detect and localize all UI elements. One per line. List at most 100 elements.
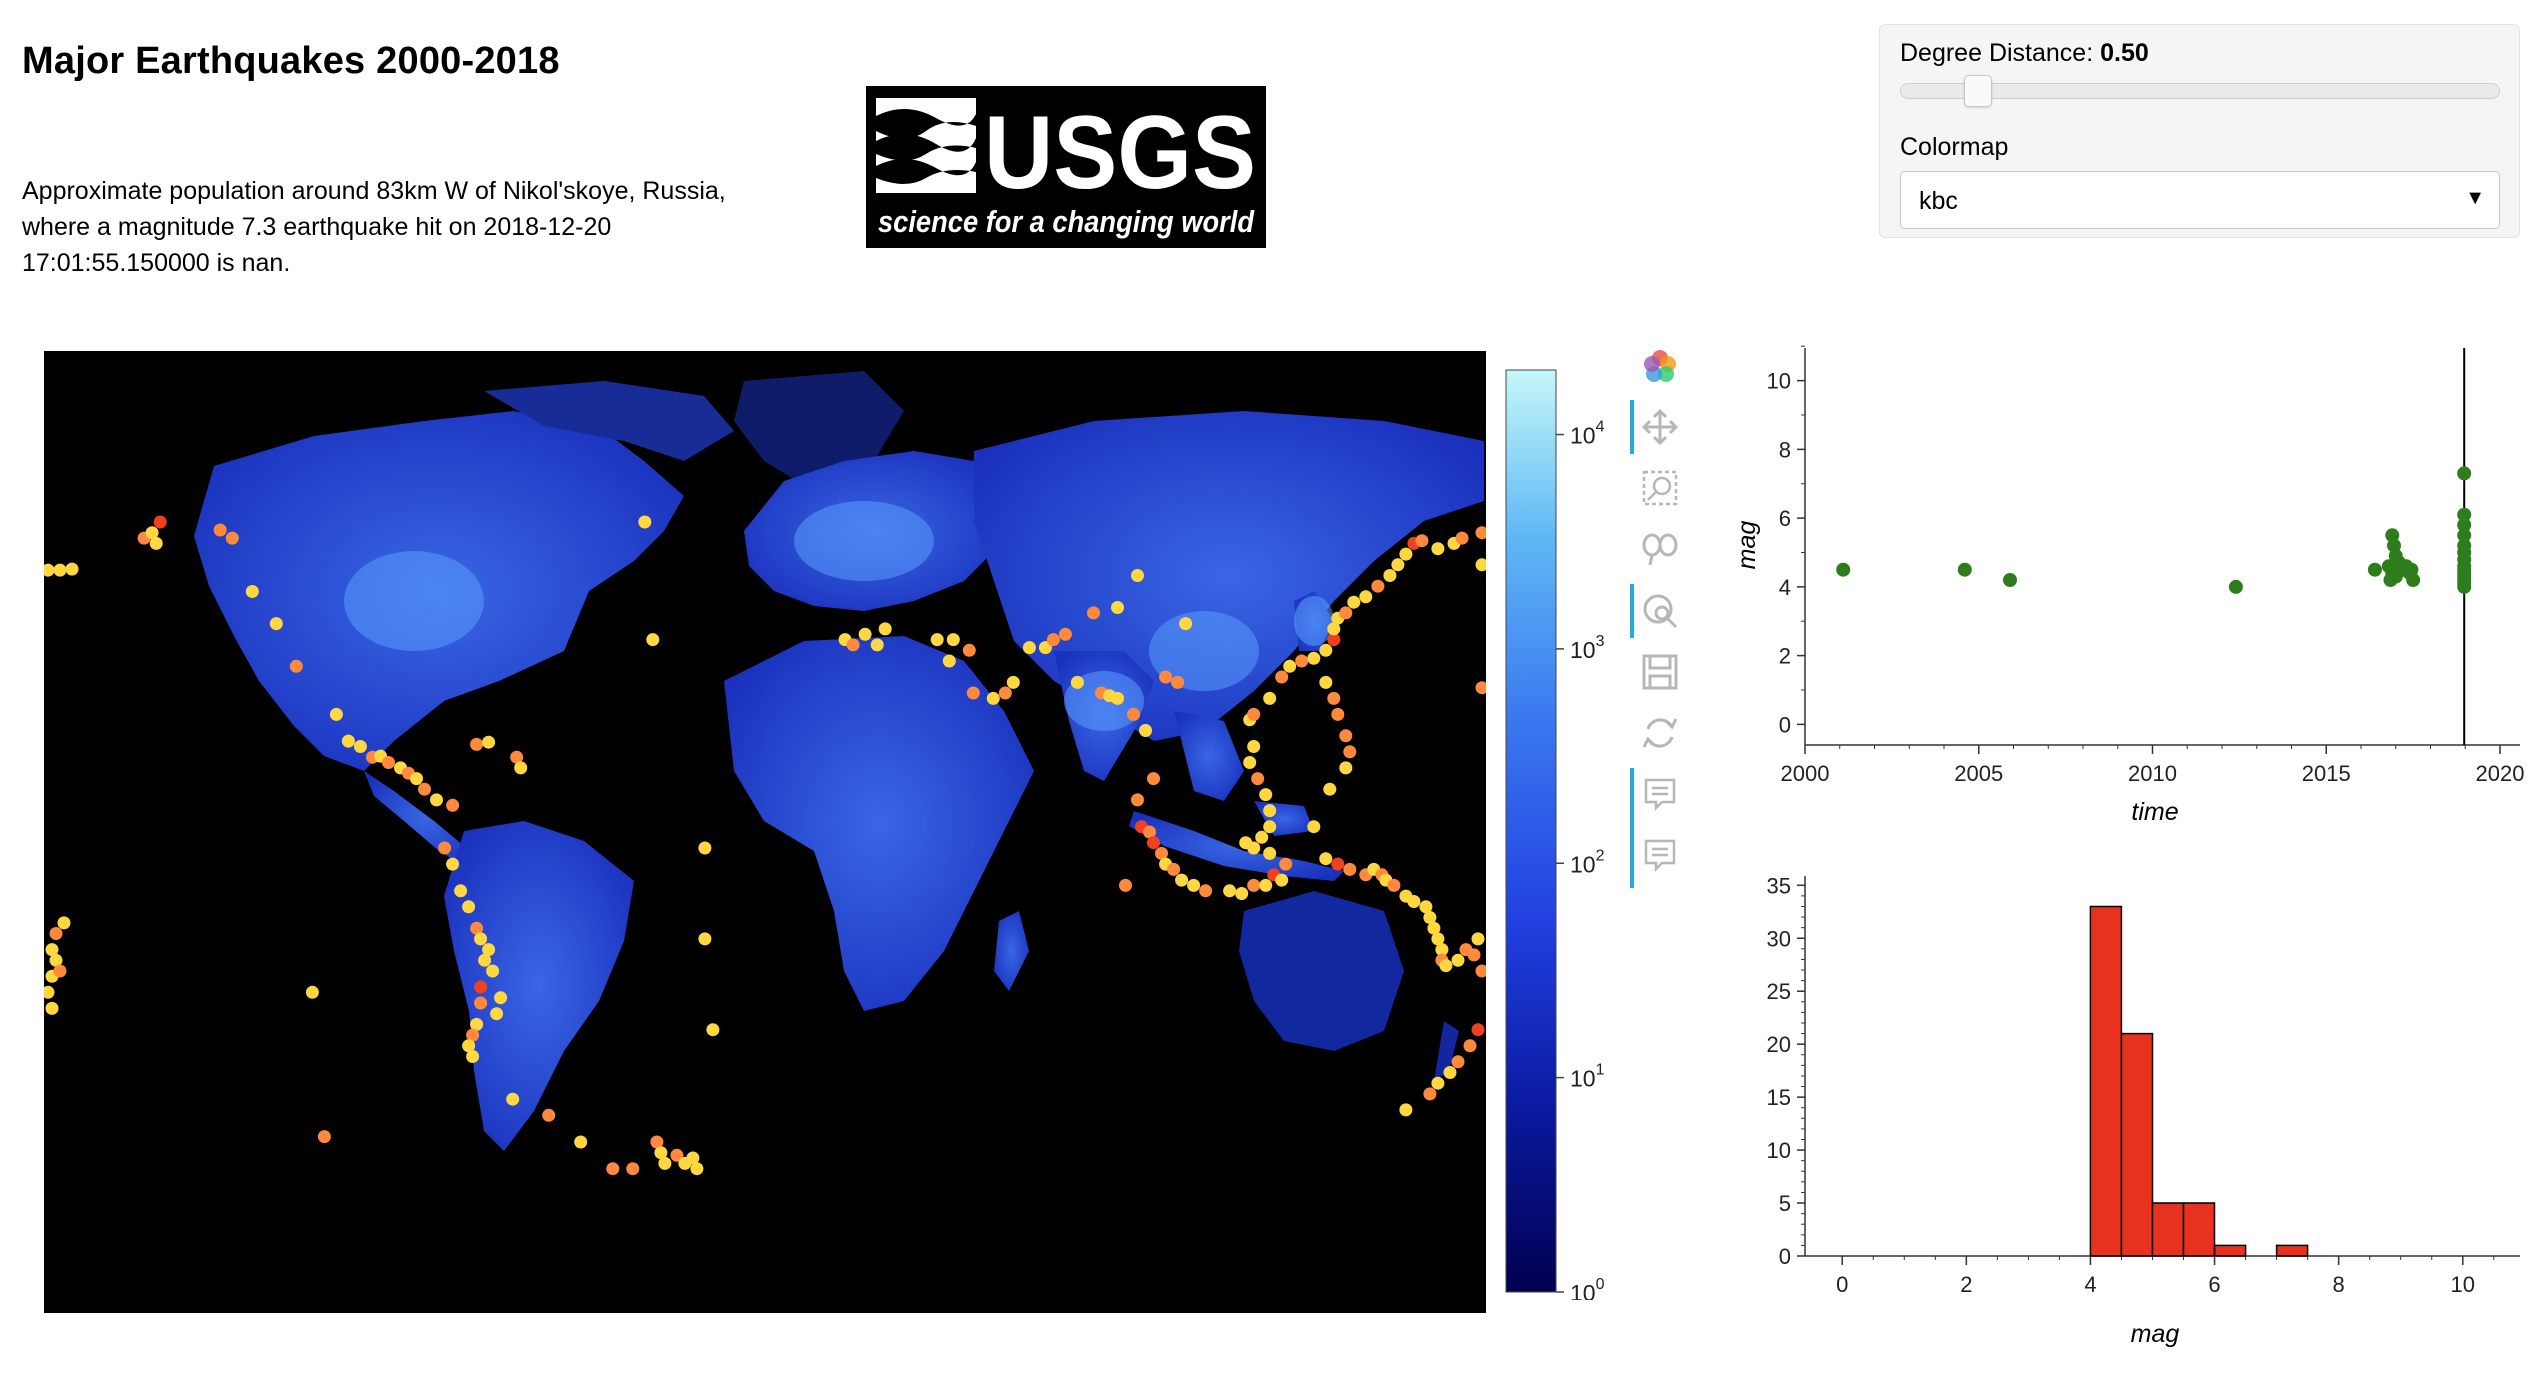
earthquake-marker[interactable]: [1247, 707, 1261, 721]
bokeh-logo-icon[interactable]: [1620, 340, 1700, 392]
scatter-point[interactable]: [2388, 569, 2403, 584]
earthquake-marker[interactable]: [542, 1108, 556, 1122]
earthquake-marker[interactable]: [1431, 932, 1445, 946]
earthquake-marker[interactable]: [1451, 1055, 1465, 1069]
earthquake-marker[interactable]: [1339, 606, 1353, 620]
histogram-bar[interactable]: [2089, 905, 2123, 1257]
earthquake-marker[interactable]: [49, 927, 63, 940]
scatter-point[interactable]: [2406, 573, 2421, 587]
earthquake-marker[interactable]: [430, 793, 443, 807]
earthquake-marker[interactable]: [329, 707, 343, 721]
earthquake-marker[interactable]: [1251, 772, 1265, 786]
earthquake-marker[interactable]: [1175, 873, 1189, 887]
earthquake-marker[interactable]: [846, 638, 860, 652]
earthquake-marker[interactable]: [145, 526, 159, 540]
earthquake-marker[interactable]: [650, 1135, 664, 1149]
earthquake-marker[interactable]: [474, 996, 488, 1010]
earthquake-marker[interactable]: [1475, 526, 1487, 540]
earthquake-marker[interactable]: [466, 1050, 480, 1063]
earthquake-marker[interactable]: [1022, 641, 1036, 655]
earthquake-marker[interactable]: [245, 585, 259, 598]
earthquake-marker[interactable]: [1475, 681, 1487, 695]
earthquake-marker[interactable]: [1431, 1076, 1445, 1090]
earthquake-marker[interactable]: [1038, 641, 1052, 655]
scatter-point[interactable]: [2228, 579, 2243, 594]
earthquake-marker[interactable]: [1247, 740, 1261, 753]
earthquake-marker[interactable]: [1307, 820, 1321, 834]
earthquake-marker[interactable]: [1087, 606, 1100, 620]
earthquake-marker[interactable]: [1347, 595, 1361, 609]
earthquake-marker[interactable]: [1119, 878, 1132, 892]
earthquake-marker[interactable]: [305, 985, 319, 999]
earthquake-marker[interactable]: [478, 953, 492, 967]
earthquake-marker[interactable]: [942, 654, 956, 668]
earthquake-marker[interactable]: [1399, 1103, 1413, 1117]
earthquake-marker[interactable]: [1275, 873, 1289, 887]
histogram-bar[interactable]: [2182, 1202, 2216, 1257]
earthquake-marker[interactable]: [470, 921, 484, 935]
earthquake-marker[interactable]: [1235, 887, 1249, 900]
earthquake-marker[interactable]: [1467, 948, 1481, 962]
slider-handle[interactable]: [1964, 75, 1992, 107]
earthquake-marker[interactable]: [858, 627, 872, 641]
earthquake-marker[interactable]: [1171, 675, 1185, 689]
earthquake-marker[interactable]: [1279, 857, 1293, 871]
earthquake-marker[interactable]: [1143, 825, 1156, 839]
histogram-bar[interactable]: [2213, 1244, 2247, 1257]
hover-icon[interactable]: [1620, 768, 1700, 820]
earthquake-marker[interactable]: [1419, 900, 1433, 914]
reset-icon[interactable]: [1620, 707, 1700, 759]
earthquake-marker[interactable]: [149, 536, 163, 550]
earthquake-marker[interactable]: [1319, 852, 1333, 866]
earthquake-marker[interactable]: [646, 633, 660, 647]
earthquake-marker[interactable]: [1111, 691, 1124, 705]
earthquake-marker[interactable]: [638, 515, 652, 529]
earthquake-marker[interactable]: [1439, 959, 1453, 973]
earthquake-marker[interactable]: [690, 1162, 704, 1176]
hover-icon[interactable]: [1620, 829, 1700, 881]
scatter-point[interactable]: [2457, 507, 2472, 522]
earthquake-marker[interactable]: [1331, 707, 1345, 721]
earthquake-marker[interactable]: [418, 782, 431, 796]
earthquake-marker[interactable]: [57, 916, 71, 930]
earthquake-marker[interactable]: [466, 1028, 480, 1042]
earthquake-marker[interactable]: [1247, 878, 1261, 892]
earthquake-marker[interactable]: [1070, 675, 1084, 689]
earthquake-marker[interactable]: [1383, 569, 1397, 582]
earthquake-marker[interactable]: [269, 617, 283, 631]
earthquake-marker[interactable]: [514, 761, 528, 775]
earthquake-marker[interactable]: [462, 1039, 476, 1053]
earthquake-marker[interactable]: [1327, 691, 1341, 705]
earthquake-marker[interactable]: [986, 691, 1000, 705]
earthquake-marker[interactable]: [1159, 670, 1173, 684]
earthquake-marker[interactable]: [1263, 804, 1277, 818]
earthquake-marker[interactable]: [1359, 590, 1373, 604]
earthquake-marker[interactable]: [153, 515, 167, 529]
earthquake-marker[interactable]: [1147, 772, 1160, 786]
earthquake-marker[interactable]: [462, 900, 476, 914]
earthquake-marker[interactable]: [1263, 846, 1277, 860]
earthquake-marker[interactable]: [470, 737, 484, 751]
histogram-bar[interactable]: [2275, 1244, 2309, 1257]
box-zoom-icon[interactable]: [1620, 462, 1700, 514]
earthquake-marker[interactable]: [1471, 1023, 1485, 1037]
earthquake-marker[interactable]: [1319, 675, 1333, 689]
earthquake-marker[interactable]: [482, 943, 496, 957]
scatter-point[interactable]: [2385, 528, 2400, 543]
earthquake-marker[interactable]: [878, 622, 892, 636]
earthquake-marker[interactable]: [698, 932, 712, 946]
earthquake-marker[interactable]: [486, 964, 500, 978]
scatter-point[interactable]: [2457, 579, 2472, 594]
earthquake-marker[interactable]: [44, 985, 55, 999]
earthquake-marker[interactable]: [474, 932, 488, 946]
earthquake-marker[interactable]: [494, 991, 508, 1005]
earthquake-marker[interactable]: [1427, 921, 1441, 935]
histogram-bar[interactable]: [2151, 1202, 2185, 1257]
earthquake-marker[interactable]: [1167, 862, 1181, 876]
earthquake-marker[interactable]: [289, 659, 303, 673]
earthquake-marker[interactable]: [1455, 531, 1469, 545]
earthquake-marker[interactable]: [1111, 601, 1124, 614]
earthquake-marker[interactable]: [213, 523, 227, 537]
earthquake-marker[interactable]: [1471, 932, 1485, 946]
population-map[interactable]: [44, 351, 1486, 1313]
